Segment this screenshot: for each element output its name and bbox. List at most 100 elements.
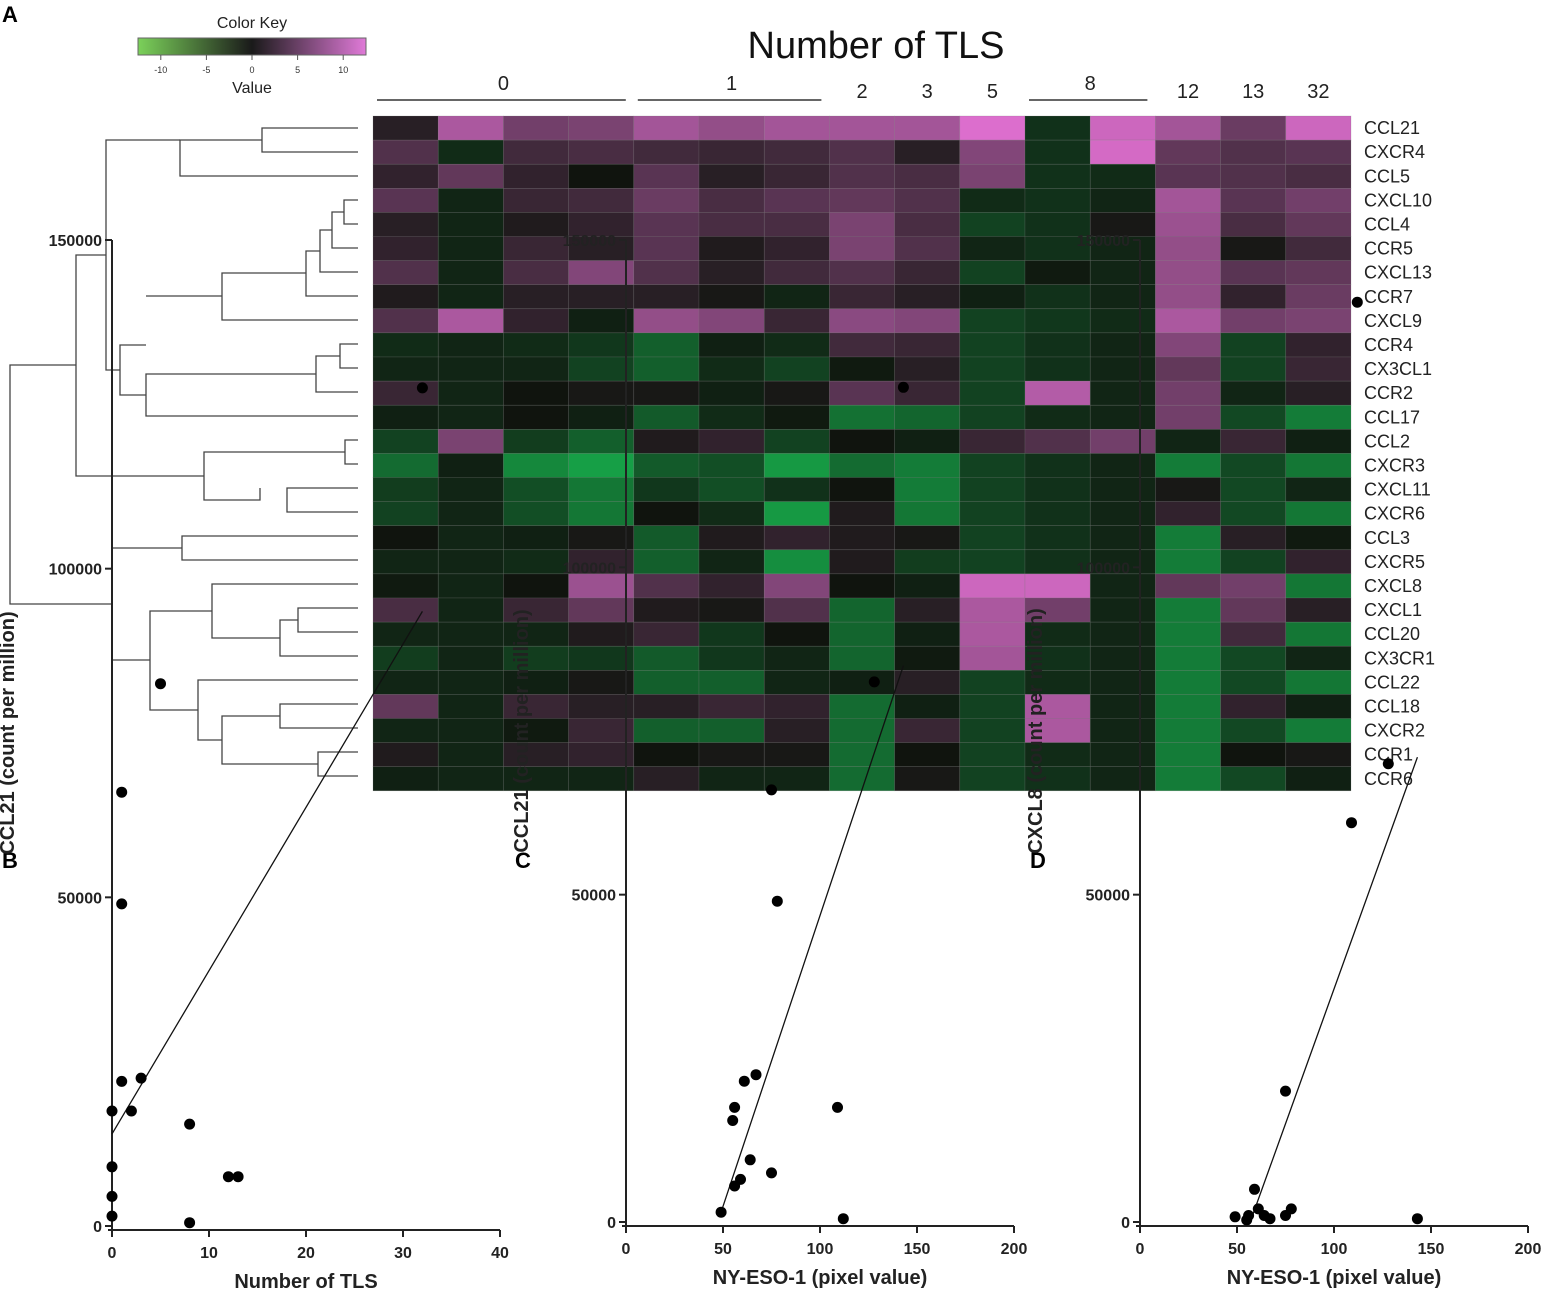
panel-letter-d: D	[1030, 848, 1046, 873]
heatmap-cell	[1024, 525, 1091, 551]
data-point	[729, 1101, 741, 1113]
heatmap-cell	[1024, 356, 1091, 382]
heatmap-cell	[1089, 380, 1156, 406]
heatmap-cell	[894, 428, 961, 454]
heatmap-cell	[1024, 284, 1091, 310]
heatmap-cell	[503, 669, 569, 695]
color-key-tick-label: -10	[154, 65, 167, 75]
heatmap-cell	[959, 163, 1026, 189]
heatmap-cell	[437, 284, 504, 310]
heatmap-cell	[503, 645, 569, 671]
heatmap-cell	[503, 597, 569, 623]
heatmap-cell	[1220, 404, 1287, 430]
heatmap-cell	[1285, 163, 1352, 189]
heatmap-cell	[437, 356, 504, 382]
x-tick-label: 100	[1321, 1241, 1348, 1258]
dendro-branch	[149, 610, 212, 711]
data-point	[715, 1206, 727, 1218]
heatmap-cell	[763, 597, 830, 623]
heatmap-cell	[959, 645, 1026, 671]
data-point	[116, 898, 128, 910]
heatmap-cell	[829, 621, 895, 647]
panel-letter-a: A	[2, 2, 18, 27]
heatmap-cell	[698, 188, 765, 213]
x-tick-label: 0	[108, 1245, 117, 1262]
heatmap-cell	[568, 380, 635, 406]
heatmap-cell	[1089, 645, 1156, 671]
heatmap-cell	[1220, 669, 1287, 695]
dendro-branch	[75, 254, 204, 477]
heatmap-cell	[763, 380, 830, 406]
heatmap-cell	[1155, 718, 1221, 743]
heatmap-cell	[633, 718, 700, 743]
heatmap-cell	[763, 356, 830, 382]
heatmap-cell	[568, 645, 635, 671]
dendro-branch	[344, 439, 358, 465]
data-point	[106, 1190, 118, 1202]
heatmap-cell	[1155, 453, 1221, 478]
heatmap-cell	[1285, 742, 1352, 767]
dendro-branch	[331, 211, 358, 249]
data-point	[868, 676, 880, 688]
heatmap-cell	[437, 645, 504, 671]
heatmap-cell	[1285, 139, 1352, 165]
heatmap-cell	[763, 212, 830, 237]
gene-label-cxcr5: CXCR5	[1364, 552, 1425, 572]
heatmap-cell	[1220, 549, 1287, 575]
dendro-branch	[279, 703, 358, 729]
heatmap-cell	[894, 188, 961, 213]
heatmap-cell	[959, 236, 1026, 261]
data-point	[766, 1167, 777, 1179]
x-tick-label: 20	[297, 1245, 315, 1262]
x-tick-label: 100	[807, 1241, 834, 1258]
data-point	[222, 1171, 234, 1183]
heatmap-cell	[372, 742, 439, 767]
heatmap-cell	[633, 212, 700, 237]
heatmap-cell	[959, 694, 1026, 719]
heatmap-cell	[372, 380, 439, 406]
heatmap-cell	[1155, 260, 1221, 286]
heatmap-cell	[959, 742, 1026, 767]
heatmap-cell	[1155, 404, 1221, 430]
heatmap-cell	[698, 621, 765, 647]
heatmap-cell	[633, 332, 700, 358]
heatmap-cell	[829, 428, 895, 454]
heatmap-cell	[698, 332, 765, 358]
heatmap-cell	[959, 501, 1026, 527]
y-tick-label: 50000	[1086, 888, 1131, 905]
heatmap-cell	[959, 621, 1026, 647]
heatmap-cell	[1089, 573, 1156, 599]
heatmap-cell	[829, 477, 895, 502]
heatmap-cell	[1155, 139, 1221, 165]
y-tick-label: 150000	[1077, 233, 1130, 250]
heatmap-cell	[1285, 115, 1352, 141]
heatmap-cell	[829, 115, 895, 141]
data-point	[1351, 296, 1363, 308]
heatmap-cell	[503, 188, 569, 213]
y-tick-label: 150000	[563, 233, 616, 250]
data-point	[738, 1075, 750, 1087]
heatmap-cell	[372, 669, 439, 695]
heatmap-cell	[568, 115, 635, 141]
heatmap-cell	[1220, 525, 1287, 551]
heatmap-cell	[568, 453, 635, 478]
group-label: 8	[1085, 73, 1096, 95]
heatmap-cell	[894, 212, 961, 237]
heatmap-cell	[959, 549, 1026, 575]
heatmap-cell	[959, 428, 1026, 454]
gene-label-ccl21: CCL21	[1364, 118, 1420, 138]
heatmap-title: Number of TLS	[748, 25, 1005, 67]
heatmap-cell	[568, 525, 635, 551]
dendro-branch	[119, 344, 146, 396]
heatmap-cell	[1285, 501, 1352, 527]
heatmap-cell	[633, 404, 700, 430]
heatmap-cell	[959, 718, 1026, 743]
data-point	[1243, 1210, 1255, 1221]
color-key-tick-label: -5	[202, 65, 210, 75]
heatmap-cell	[894, 404, 961, 430]
heatmap-cell	[763, 549, 830, 575]
gene-label-ccr4: CCR4	[1364, 335, 1413, 355]
heatmap-cell	[568, 308, 635, 334]
panel-letter-c: C	[515, 848, 531, 873]
heatmap-cell	[763, 669, 830, 695]
